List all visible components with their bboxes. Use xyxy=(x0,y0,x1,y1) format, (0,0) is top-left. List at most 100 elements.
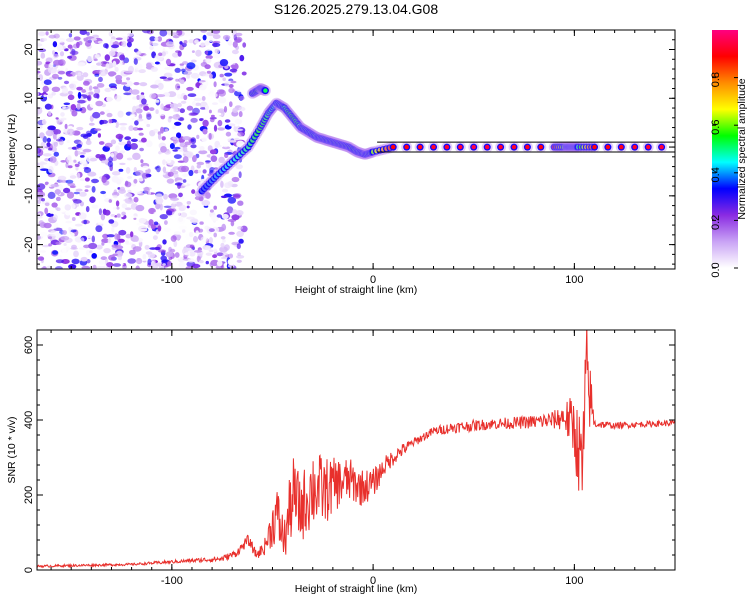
noise-speck xyxy=(61,247,67,254)
noise-speck xyxy=(37,263,41,267)
noise-speck xyxy=(199,221,204,225)
noise-speck xyxy=(170,235,177,242)
noise-speck xyxy=(115,133,124,140)
noise-speck xyxy=(79,191,87,197)
noise-speck xyxy=(73,159,77,163)
noise-speck xyxy=(184,182,188,186)
noise-speck xyxy=(170,203,177,208)
noise-speck xyxy=(120,36,130,40)
colorbar-title: Normalized spectral amplitude xyxy=(736,78,748,219)
noise-speck xyxy=(212,102,218,105)
noise-speck xyxy=(230,64,237,69)
noise-speck xyxy=(205,192,211,199)
noise-speck xyxy=(166,158,172,164)
noise-speck xyxy=(188,169,194,177)
noise-speck xyxy=(37,147,42,154)
noise-speck xyxy=(61,87,69,94)
noise-speck xyxy=(158,52,163,57)
noise-speck xyxy=(52,214,58,221)
noise-speck xyxy=(92,264,97,269)
noise-speck xyxy=(154,61,160,65)
noise-speck xyxy=(46,137,52,143)
noise-speck xyxy=(155,109,159,114)
noise-speck xyxy=(71,80,78,84)
noise-speck xyxy=(94,40,98,44)
noise-speck xyxy=(70,104,77,111)
noise-speck xyxy=(156,165,161,173)
noise-speck xyxy=(199,84,207,91)
noise-speck xyxy=(218,156,225,164)
noise-speck xyxy=(140,159,144,164)
noise-speck xyxy=(166,210,173,216)
noise-speck xyxy=(85,206,90,213)
noise-speck xyxy=(49,226,57,230)
noise-speck xyxy=(193,235,198,243)
noise-speck xyxy=(142,165,149,170)
noise-speck xyxy=(217,119,223,127)
noise-speck xyxy=(127,258,136,264)
noise-speck xyxy=(81,265,91,269)
noise-speck xyxy=(78,212,87,220)
noise-speck xyxy=(108,119,113,124)
noise-speck xyxy=(56,133,61,140)
snr-plot-area xyxy=(37,330,675,570)
noise-speck xyxy=(157,133,162,140)
noise-speck xyxy=(213,248,217,252)
noise-speck xyxy=(237,252,241,256)
noise-speck xyxy=(80,133,88,138)
noise-speck xyxy=(217,108,225,114)
noise-speck xyxy=(160,146,167,153)
noise-speck xyxy=(186,86,194,91)
noise-speck xyxy=(130,143,138,150)
noise-speck xyxy=(135,204,145,212)
noise-speck xyxy=(54,266,63,269)
spectrogram-noise xyxy=(37,30,248,269)
noise-speck xyxy=(118,168,124,172)
noise-speck xyxy=(144,244,150,250)
noise-speck xyxy=(108,199,113,203)
noise-speck xyxy=(104,54,111,61)
noise-speck xyxy=(53,141,58,147)
noise-speck xyxy=(63,80,70,85)
noise-speck xyxy=(83,219,87,225)
noise-speck xyxy=(193,250,203,253)
noise-speck xyxy=(106,95,113,103)
noise-speck xyxy=(134,69,138,73)
noise-speck xyxy=(73,191,81,195)
snr-y-tick-label: 0 xyxy=(23,567,35,573)
noise-speck xyxy=(142,253,147,260)
noise-speck xyxy=(62,230,67,235)
noise-speck xyxy=(191,189,196,194)
noise-speck xyxy=(232,41,238,48)
noise-speck xyxy=(170,168,176,173)
noise-speck xyxy=(136,50,142,56)
noise-speck xyxy=(132,152,141,160)
noise-speck xyxy=(52,133,58,140)
noise-speck xyxy=(145,251,153,255)
noise-speck xyxy=(146,113,152,120)
noise-speck xyxy=(37,70,41,74)
noise-speck xyxy=(210,155,218,162)
noise-speck xyxy=(65,179,74,184)
noise-speck xyxy=(190,144,197,149)
noise-speck xyxy=(126,157,133,161)
noise-speck xyxy=(62,105,66,109)
noise-speck xyxy=(40,52,46,59)
noise-speck xyxy=(232,107,238,113)
noise-speck xyxy=(220,242,225,248)
noise-speck xyxy=(60,235,70,241)
noise-speck xyxy=(66,73,73,77)
noise-speck xyxy=(178,216,184,222)
noise-speck xyxy=(182,179,187,183)
noise-speck xyxy=(98,208,102,216)
noise-speck xyxy=(52,50,55,55)
noise-speck xyxy=(65,210,72,216)
noise-speck xyxy=(48,34,57,39)
noise-speck xyxy=(187,124,192,130)
noise-speck xyxy=(188,39,194,44)
noise-speck xyxy=(44,202,50,207)
noise-speck xyxy=(132,96,137,100)
noise-speck xyxy=(55,117,59,120)
noise-speck xyxy=(174,146,181,150)
